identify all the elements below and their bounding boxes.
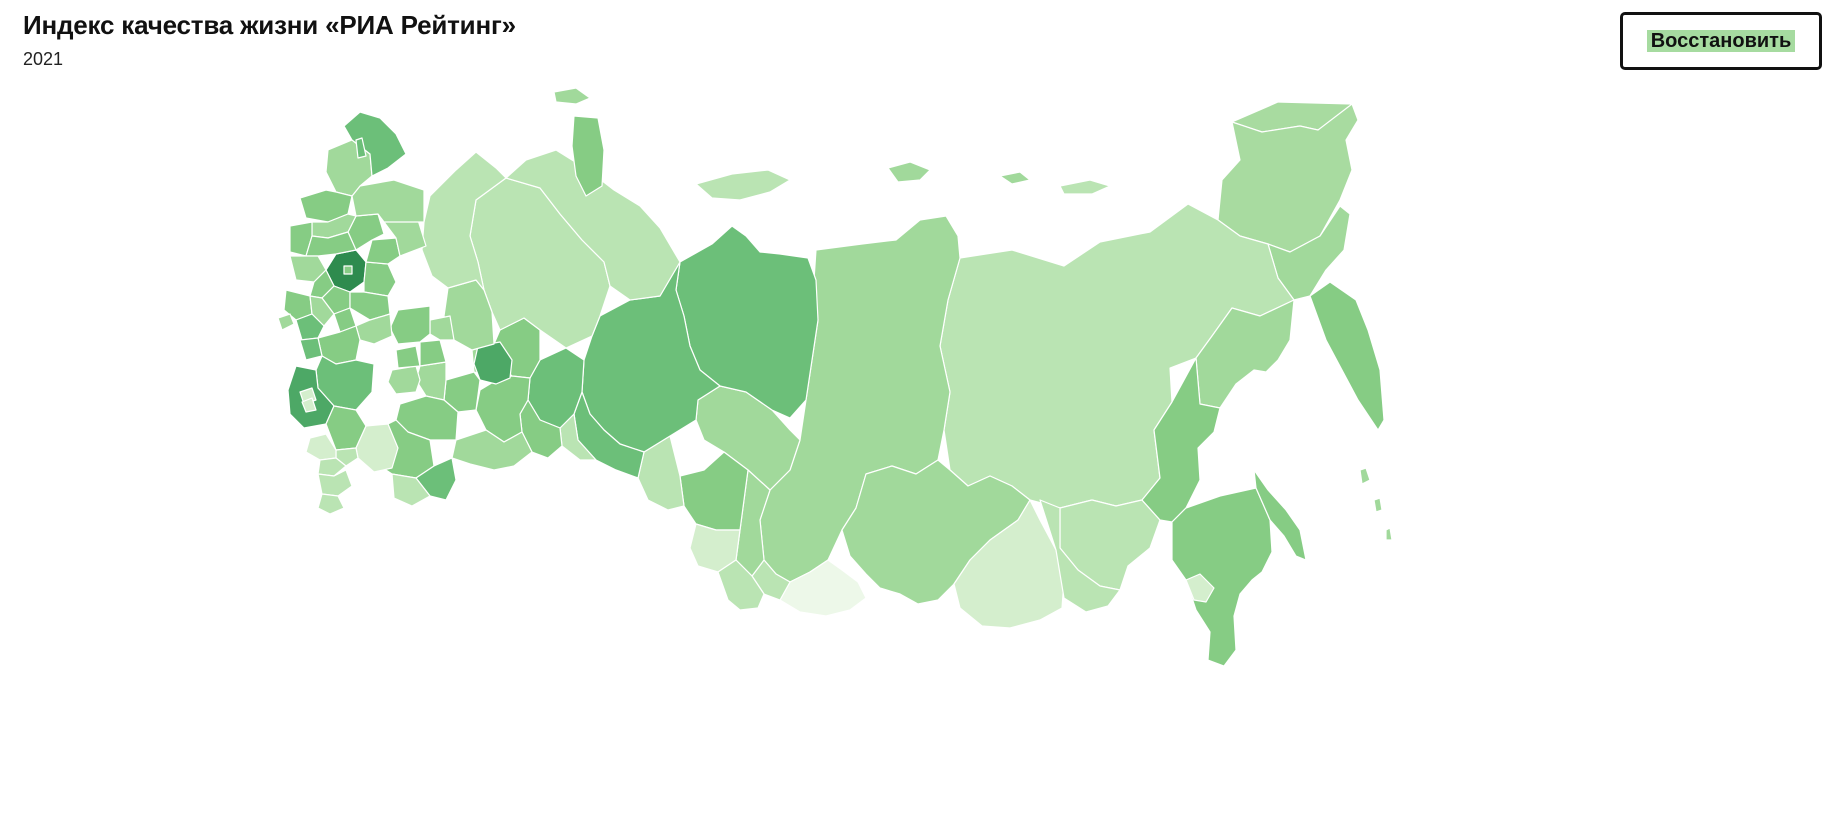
region-crimea-south[interactable] [317, 493, 345, 515]
region-orenburg[interactable] [451, 429, 533, 471]
region-kamchatka-north[interactable] [1217, 103, 1359, 253]
region-kursk[interactable] [295, 313, 325, 341]
region-kaliningrad[interactable] [277, 313, 295, 331]
region-khabarovsk-south[interactable] [1141, 357, 1221, 523]
region-tatarstan[interactable] [473, 341, 513, 385]
region-tyva[interactable] [779, 559, 867, 617]
region-svalbard-ish[interactable] [355, 137, 367, 159]
region-mari-el[interactable] [429, 315, 455, 341]
region-belgorod[interactable] [299, 337, 323, 361]
region-altai-republic[interactable] [717, 559, 765, 611]
region-wrangel[interactable] [1059, 179, 1111, 195]
region-severnaya-zemlya[interactable] [887, 161, 931, 183]
region-sevastopol[interactable] [301, 397, 317, 413]
region-jewish-ao[interactable] [1185, 573, 1215, 603]
region-vladimir[interactable] [363, 261, 397, 297]
region-sakhalin[interactable] [1253, 469, 1307, 561]
region-kuril-islands[interactable] [1359, 467, 1393, 541]
region-vologda[interactable] [351, 179, 425, 223]
region-zabaykalsky[interactable] [1039, 499, 1121, 613]
region-arkhangelsk[interactable] [421, 151, 507, 291]
region-omsk[interactable] [637, 435, 685, 511]
region-kamchatka[interactable] [1309, 281, 1385, 431]
region-franz-josef[interactable] [553, 87, 591, 105]
region-novosibirsk[interactable] [679, 451, 749, 531]
region-taymyr-island[interactable] [695, 169, 791, 201]
region-penza[interactable] [387, 365, 421, 395]
restore-button[interactable]: Восстановить [1620, 12, 1822, 70]
region-primorye[interactable] [1171, 487, 1273, 667]
region-ossetia-ingush[interactable] [317, 457, 347, 477]
region-tambov[interactable] [355, 313, 393, 345]
region-kalmykia[interactable] [391, 473, 431, 507]
region-chuvashia[interactable] [419, 339, 447, 367]
restore-button-label: Восстановить [1646, 30, 1796, 52]
region-oryol[interactable] [309, 295, 335, 327]
chart-subtitle: 2021 [23, 49, 64, 69]
header: Индекс качества жизни «РИА Рейтинг» 2021 [23, 10, 516, 68]
region-novosibirsk-islands[interactable] [999, 171, 1031, 185]
chart-title: Индекс качества жизни «РИА Рейтинг» [23, 10, 516, 40]
region-nenets[interactable] [505, 149, 681, 301]
region-ivanovo[interactable] [365, 237, 401, 265]
region-leningrad[interactable] [299, 189, 353, 223]
region-mordovia[interactable] [395, 345, 421, 369]
region-nizhny-novgorod[interactable] [389, 305, 431, 345]
region-novaya-zemlya[interactable] [571, 115, 605, 197]
region-ulyanovsk[interactable] [415, 361, 447, 401]
region-irkutsk[interactable] [841, 459, 1031, 605]
region-moscow-city[interactable] [343, 265, 353, 275]
